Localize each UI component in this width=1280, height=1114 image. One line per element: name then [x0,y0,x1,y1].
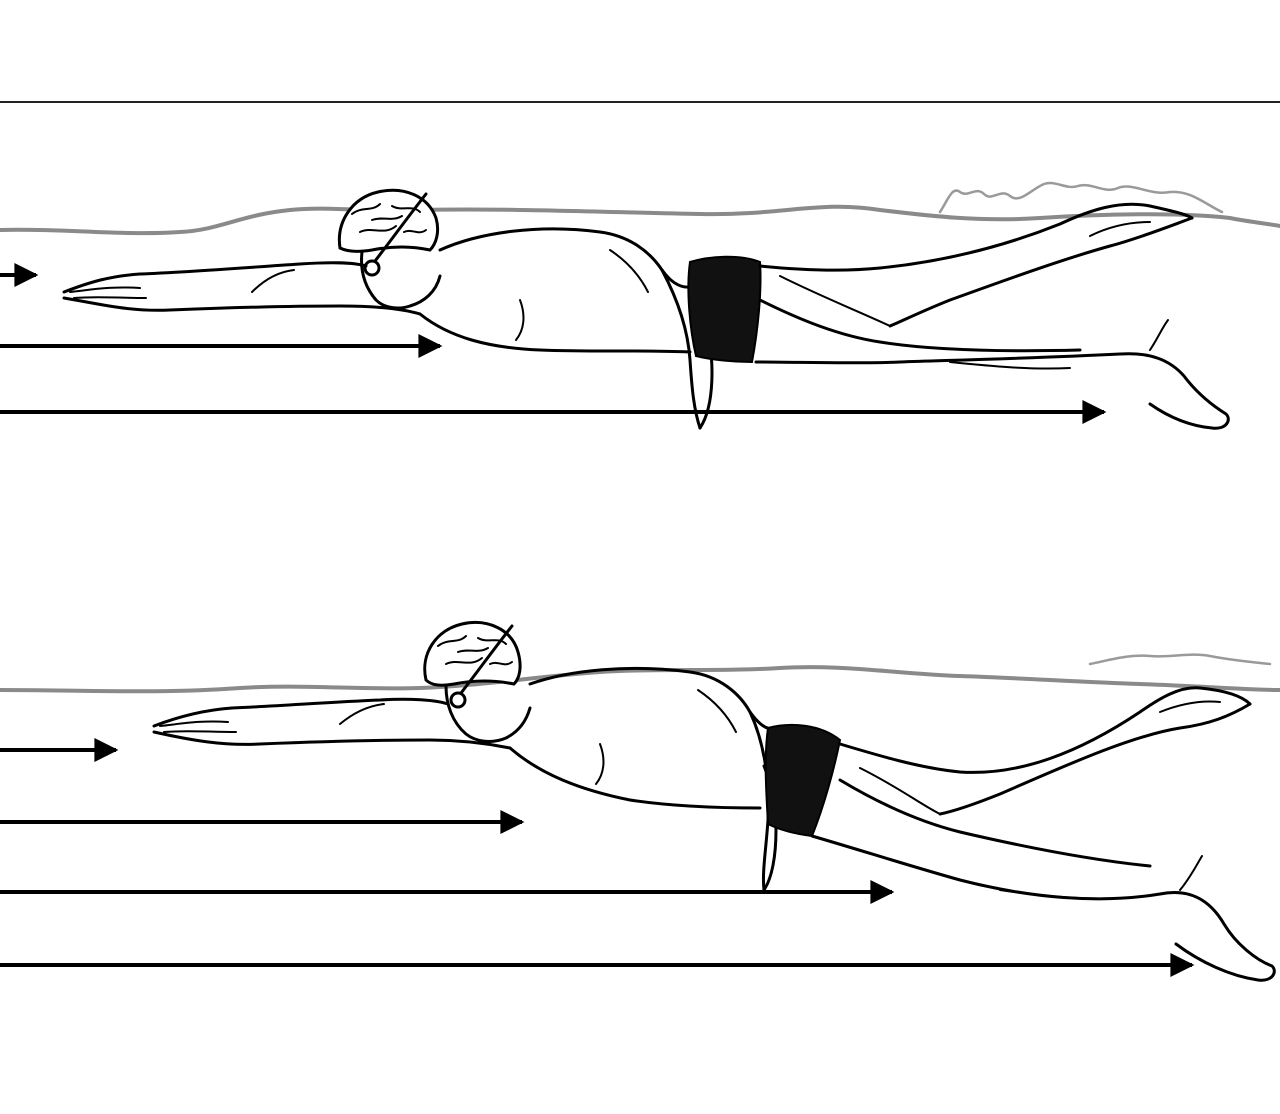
splash [938,181,1224,214]
swimmer-figure [62,188,1230,430]
swim-cap [337,188,440,253]
bottom-panel [0,621,1280,982]
swim-trunks [687,255,762,364]
swim-trunks [764,723,842,838]
goggle [363,259,381,277]
swim-cap [423,621,522,687]
swimmer-figure [152,621,1276,982]
water-surface-line [0,665,1280,694]
goggle [449,691,467,709]
top-panel [0,181,1280,430]
splash [1088,653,1272,666]
water-surface-line [0,204,1280,236]
